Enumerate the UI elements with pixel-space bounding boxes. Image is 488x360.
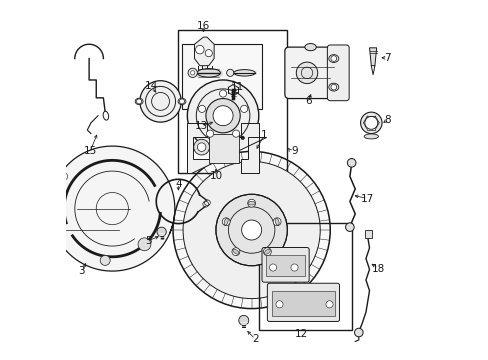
Bar xyxy=(365,230,371,238)
Text: 2: 2 xyxy=(251,334,258,344)
Circle shape xyxy=(269,264,276,271)
Circle shape xyxy=(263,248,271,256)
Ellipse shape xyxy=(264,249,270,254)
Bar xyxy=(258,223,351,330)
Bar xyxy=(265,255,305,276)
Circle shape xyxy=(195,45,203,54)
Text: 10: 10 xyxy=(209,171,222,181)
Ellipse shape xyxy=(304,44,316,51)
Circle shape xyxy=(213,106,233,126)
Ellipse shape xyxy=(224,218,228,225)
Circle shape xyxy=(232,130,239,137)
Ellipse shape xyxy=(178,98,185,105)
Text: 5: 5 xyxy=(144,236,151,246)
Polygon shape xyxy=(50,146,175,271)
Text: 3: 3 xyxy=(79,266,85,276)
Circle shape xyxy=(173,152,329,309)
Circle shape xyxy=(179,99,184,104)
Circle shape xyxy=(364,116,377,129)
Text: 14: 14 xyxy=(145,81,158,91)
FancyBboxPatch shape xyxy=(262,248,308,282)
Circle shape xyxy=(273,218,281,226)
Circle shape xyxy=(183,161,320,298)
Text: 13: 13 xyxy=(195,121,208,131)
Text: 1: 1 xyxy=(260,130,267,140)
Circle shape xyxy=(219,90,226,97)
Ellipse shape xyxy=(328,55,338,63)
Circle shape xyxy=(205,50,212,57)
Circle shape xyxy=(238,315,248,325)
Circle shape xyxy=(290,264,298,271)
Bar xyxy=(208,134,239,163)
Circle shape xyxy=(240,105,247,112)
Circle shape xyxy=(136,99,142,104)
Circle shape xyxy=(354,328,363,337)
Circle shape xyxy=(330,84,336,90)
Circle shape xyxy=(325,301,332,308)
FancyBboxPatch shape xyxy=(285,47,337,99)
Ellipse shape xyxy=(232,249,239,254)
Circle shape xyxy=(330,56,336,62)
Circle shape xyxy=(241,220,261,240)
Text: 17: 17 xyxy=(360,194,374,203)
Ellipse shape xyxy=(364,134,378,139)
Circle shape xyxy=(226,69,233,76)
Text: 15: 15 xyxy=(83,147,97,157)
Text: 9: 9 xyxy=(290,147,297,157)
Text: 7: 7 xyxy=(383,53,390,63)
Circle shape xyxy=(222,218,230,226)
Circle shape xyxy=(216,194,287,266)
Ellipse shape xyxy=(135,98,143,105)
Circle shape xyxy=(247,199,255,207)
Bar xyxy=(178,30,287,173)
Circle shape xyxy=(231,248,239,256)
Circle shape xyxy=(140,81,181,122)
Text: 16: 16 xyxy=(196,21,210,31)
FancyBboxPatch shape xyxy=(326,45,348,101)
Ellipse shape xyxy=(197,68,220,77)
Circle shape xyxy=(157,227,166,237)
Circle shape xyxy=(205,99,240,133)
Circle shape xyxy=(346,158,355,167)
Circle shape xyxy=(190,71,194,75)
Circle shape xyxy=(345,223,353,231)
Circle shape xyxy=(360,112,381,134)
Text: 18: 18 xyxy=(371,264,384,274)
FancyBboxPatch shape xyxy=(267,283,339,321)
Ellipse shape xyxy=(328,83,338,91)
Circle shape xyxy=(197,143,205,152)
Text: 8: 8 xyxy=(383,115,390,125)
Circle shape xyxy=(138,238,151,251)
Text: 4: 4 xyxy=(175,179,182,189)
Text: 12: 12 xyxy=(294,329,307,339)
Circle shape xyxy=(241,136,244,140)
Polygon shape xyxy=(187,123,265,173)
Ellipse shape xyxy=(233,69,255,76)
Text: 6: 6 xyxy=(304,96,311,106)
Bar xyxy=(272,292,334,316)
Circle shape xyxy=(100,255,110,265)
Circle shape xyxy=(206,130,213,137)
Circle shape xyxy=(198,105,205,112)
Circle shape xyxy=(187,80,258,152)
Ellipse shape xyxy=(275,218,279,225)
Circle shape xyxy=(296,62,317,84)
Polygon shape xyxy=(194,37,214,66)
Ellipse shape xyxy=(247,202,255,205)
Text: 11: 11 xyxy=(230,82,244,92)
Bar xyxy=(182,44,262,109)
Polygon shape xyxy=(369,48,376,66)
Circle shape xyxy=(193,139,209,155)
Circle shape xyxy=(275,301,283,308)
Circle shape xyxy=(188,68,197,77)
Ellipse shape xyxy=(103,111,108,120)
